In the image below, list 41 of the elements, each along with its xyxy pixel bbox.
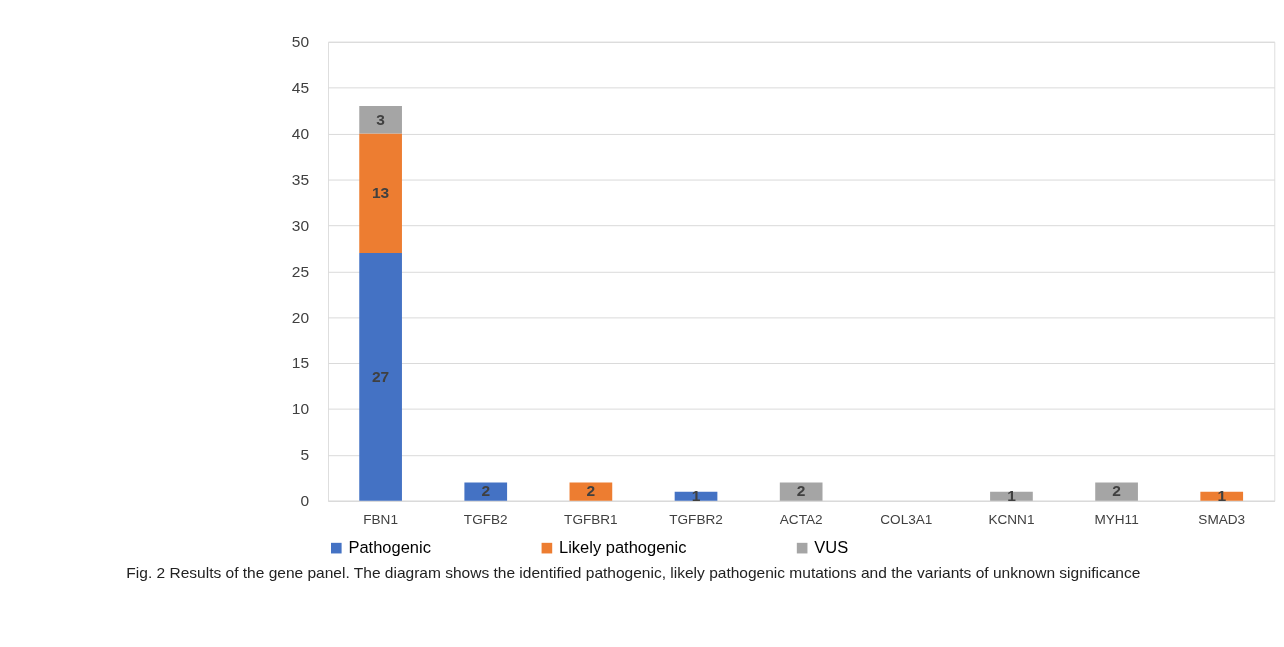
x-tick-label: TGFBR1 bbox=[564, 511, 618, 527]
y-tick-label: 30 bbox=[291, 216, 310, 234]
data-label: 1 bbox=[691, 487, 701, 505]
x-tick-label: KCNN1 bbox=[988, 511, 1035, 527]
bar bbox=[359, 106, 402, 134]
x-tick-label: TGFB2 bbox=[463, 511, 508, 527]
data-label: 2 bbox=[1112, 482, 1122, 500]
data-label: 2 bbox=[796, 482, 806, 500]
bar bbox=[359, 133, 402, 253]
x-tick-label: MYH11 bbox=[1094, 511, 1139, 527]
caption: Fig. 2 Results of the gene panel. The diagram shows the identified pathogenic, likely pathogenic mutations and the variants of unknown significance bbox=[126, 564, 1141, 582]
data-label: 2 bbox=[586, 482, 596, 500]
x-tick-label: FBN1 bbox=[363, 511, 398, 527]
data-label: 1 bbox=[1217, 487, 1227, 505]
data-label: 2 bbox=[481, 482, 491, 500]
x-tick-label: TGFBR2 bbox=[669, 511, 723, 527]
x-tick-label: ACTA2 bbox=[779, 511, 823, 527]
data-label: 1 bbox=[1007, 487, 1017, 505]
bar bbox=[569, 482, 613, 501]
data-label: 13 bbox=[371, 184, 390, 202]
data-label: 27 bbox=[371, 367, 390, 385]
y-tick-label: 10 bbox=[291, 400, 310, 418]
x-tick-label: COL3A1 bbox=[880, 511, 933, 527]
bar bbox=[1095, 482, 1138, 501]
bar bbox=[359, 252, 402, 501]
y-tick-label: 5 bbox=[300, 446, 310, 464]
bar bbox=[464, 482, 508, 501]
y-tick-label: 15 bbox=[291, 354, 310, 372]
y-tick-label: 45 bbox=[291, 79, 310, 97]
legend-label: Pathogenic bbox=[348, 537, 431, 556]
y-tick-label: 50 bbox=[291, 33, 310, 51]
legend-label: Likely pathogenic bbox=[559, 537, 687, 556]
y-tick-label: 20 bbox=[291, 308, 310, 326]
bar bbox=[779, 482, 823, 501]
y-tick-label: 35 bbox=[291, 170, 310, 188]
y-tick-label: 40 bbox=[291, 124, 310, 142]
data-label: 3 bbox=[376, 110, 386, 128]
x-tick-label: SMAD3 bbox=[1198, 511, 1246, 527]
y-tick-label: 25 bbox=[291, 262, 310, 280]
legend-label: VUS bbox=[814, 537, 849, 556]
y-tick-label: 0 bbox=[300, 492, 310, 510]
